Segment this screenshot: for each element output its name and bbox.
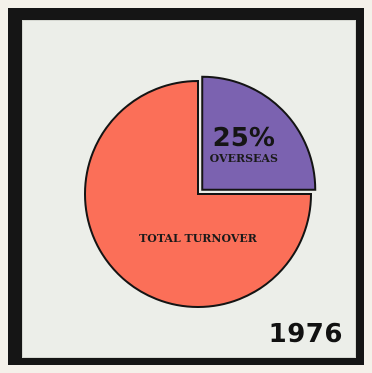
pie-chart: TOTAL TURNOVER 25% OVERSEAS [84,75,317,308]
slice-total-turnover-label: TOTAL TURNOVER [139,232,258,245]
chart-year: 1976 [268,319,343,349]
chart-panel: TOTAL TURNOVER 25% OVERSEAS 1976 [22,20,356,358]
slice-overseas [201,75,317,191]
slice-total-turnover [84,79,313,308]
slice-overseas-percent: 25% [213,123,275,153]
slice-overseas-label: OVERSEAS [210,152,278,165]
